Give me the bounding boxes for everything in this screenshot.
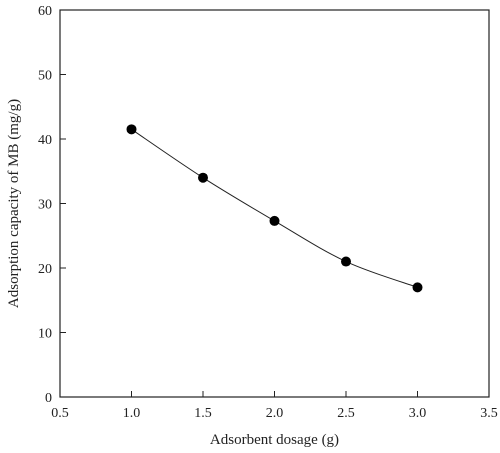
data-point (198, 172, 208, 183)
x-tick-label: 0.5 (51, 406, 69, 421)
x-tick-label: 1.0 (123, 406, 141, 421)
y-axis: 0 10 20 30 40 50 60 (38, 4, 66, 406)
x-tick-label: 3.0 (409, 406, 427, 421)
y-axis-title: Adsorption capacity of MB (mg/g) (6, 99, 22, 308)
x-axis-title: Adsorbent dosage (g) (210, 432, 339, 448)
data-point (341, 256, 351, 267)
y-tick-label: 10 (38, 327, 52, 342)
y-tick-label: 0 (45, 391, 52, 406)
x-tick-label: 2.5 (337, 406, 355, 421)
plot-frame (59, 9, 490, 398)
y-tick-label: 60 (38, 4, 52, 19)
data-point (269, 215, 280, 226)
y-tick-label: 40 (38, 133, 52, 148)
y-tick-label: 20 (38, 262, 52, 277)
y-tick-label: 50 (38, 69, 52, 84)
series-line (131, 128, 418, 288)
x-axis: 0.5 1.0 1.5 2.0 2.5 3.0 3.5 (51, 391, 498, 421)
x-tick-label: 1.5 (194, 406, 212, 421)
data-point (412, 282, 423, 293)
data-point (126, 124, 137, 135)
series-layer (126, 124, 423, 293)
y-tick-label: 30 (38, 198, 52, 213)
x-tick-label: 3.5 (480, 406, 498, 421)
x-tick-label: 2.0 (266, 406, 284, 421)
